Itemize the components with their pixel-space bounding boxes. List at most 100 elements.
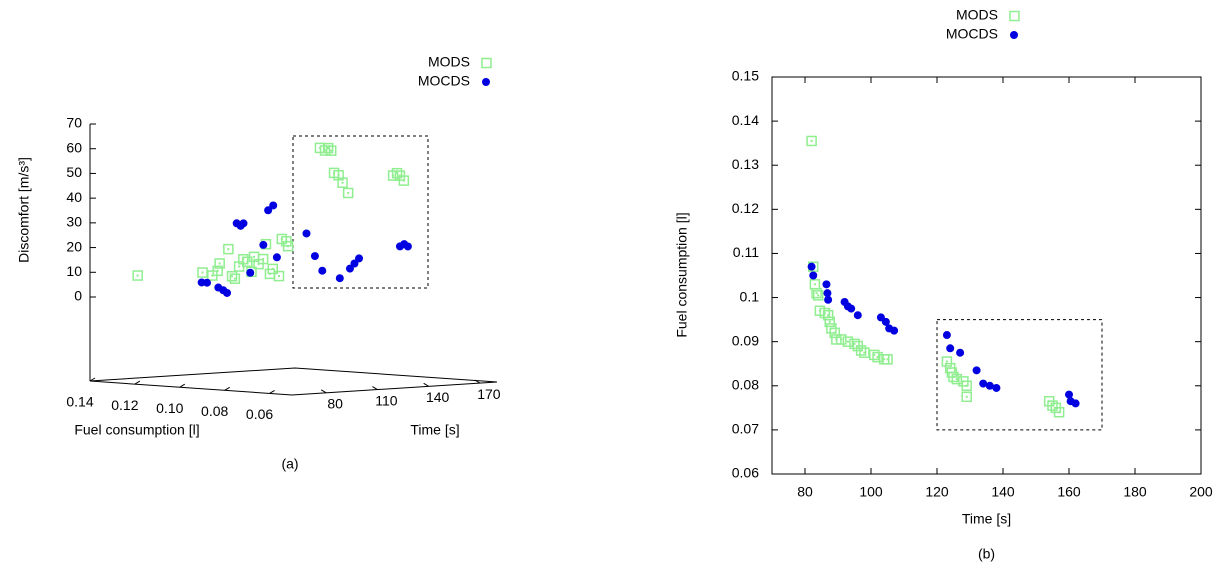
point xyxy=(948,371,959,383)
point xyxy=(223,288,232,297)
y-tick-label: 0.13 xyxy=(732,156,759,172)
point xyxy=(267,263,278,275)
point xyxy=(1065,390,1073,399)
point-dot xyxy=(233,277,236,280)
point xyxy=(961,391,972,403)
y-tick-label: 0.08 xyxy=(201,403,228,419)
y-tick xyxy=(89,377,96,382)
legend-marker xyxy=(482,78,490,86)
legend-label: MODS xyxy=(428,54,470,70)
y-tick-label: 0.06 xyxy=(246,406,273,422)
point xyxy=(310,252,319,261)
point xyxy=(824,295,833,304)
point xyxy=(961,380,972,392)
point-dot xyxy=(828,320,831,323)
point xyxy=(836,334,847,345)
point-dot xyxy=(955,378,958,381)
point xyxy=(823,289,832,298)
point xyxy=(822,309,834,321)
z-tick-label: 10 xyxy=(66,263,82,279)
point xyxy=(985,381,994,390)
point-dot xyxy=(262,258,265,261)
point-dot xyxy=(1051,404,1054,407)
point xyxy=(1047,400,1058,411)
point xyxy=(342,187,354,199)
point-dot xyxy=(873,353,876,356)
y-tick-label: 0.12 xyxy=(732,200,759,216)
point xyxy=(956,348,965,357)
point-dot xyxy=(253,255,256,258)
point-dot xyxy=(287,245,290,248)
x-tick-label: 140 xyxy=(426,389,450,405)
point xyxy=(847,304,856,313)
point-dot xyxy=(846,340,849,343)
point-dot xyxy=(945,360,948,363)
point xyxy=(941,356,953,367)
point xyxy=(335,274,344,283)
point xyxy=(197,267,208,278)
point xyxy=(223,243,234,255)
point xyxy=(811,287,822,299)
point xyxy=(942,331,951,340)
point xyxy=(890,326,899,335)
point xyxy=(337,177,348,188)
z-tick-label: 50 xyxy=(66,164,82,180)
point xyxy=(319,145,331,156)
point xyxy=(992,383,1001,392)
point xyxy=(302,229,311,238)
point xyxy=(849,338,860,350)
point xyxy=(812,290,824,301)
point xyxy=(951,373,963,385)
x-tick xyxy=(474,379,481,384)
point-dot xyxy=(840,338,843,341)
y-tick-label: 0.14 xyxy=(66,394,93,410)
legend-label: MODS xyxy=(956,7,998,23)
z-tick-label: 60 xyxy=(66,139,82,155)
point xyxy=(1071,399,1080,408)
point-dot xyxy=(883,358,886,361)
point xyxy=(132,270,143,281)
point xyxy=(246,268,255,277)
point xyxy=(214,258,225,269)
point-dot xyxy=(201,271,204,274)
x-axis-title: Time [s] xyxy=(962,511,1011,527)
y-tick-label: 0.10 xyxy=(156,400,183,416)
point xyxy=(269,201,278,210)
point-dot xyxy=(136,274,139,277)
z-tick-label: 70 xyxy=(66,115,82,131)
point-dot xyxy=(231,275,234,278)
y-tick-label: 0.15 xyxy=(732,68,759,84)
point-dot xyxy=(330,149,333,152)
point-dot xyxy=(337,174,340,177)
y-tick xyxy=(179,383,186,388)
point xyxy=(869,349,880,361)
x-tick-label: 80 xyxy=(327,396,343,412)
x-tick-label: 110 xyxy=(375,392,398,408)
y-tick-label: 0.14 xyxy=(732,112,759,128)
point-dot xyxy=(833,331,836,334)
y-tick-label: 0.12 xyxy=(111,397,138,413)
y-tick xyxy=(224,386,230,391)
point xyxy=(972,366,981,375)
plot-frame xyxy=(771,76,1202,475)
point-dot xyxy=(347,191,350,194)
point xyxy=(853,311,862,320)
z-tick-label: 0 xyxy=(74,288,82,304)
x-tick-label: 180 xyxy=(1123,484,1147,500)
x-tick-label: 200 xyxy=(1189,484,1213,500)
z-tick-label: 30 xyxy=(66,214,82,230)
point xyxy=(322,142,334,154)
point xyxy=(855,345,867,356)
x-tick-label: 170 xyxy=(477,386,501,402)
point xyxy=(282,240,294,252)
point xyxy=(882,354,893,365)
point xyxy=(859,347,870,358)
point-dot xyxy=(271,267,274,270)
point-dot xyxy=(952,375,955,378)
point-dot xyxy=(817,294,820,297)
y-axis-title: Fuel consumption [l] xyxy=(74,422,199,438)
point xyxy=(226,270,238,282)
point xyxy=(355,254,364,263)
point-dot xyxy=(810,139,813,142)
y-axis-title: Fuel consumption [l] xyxy=(674,212,690,337)
